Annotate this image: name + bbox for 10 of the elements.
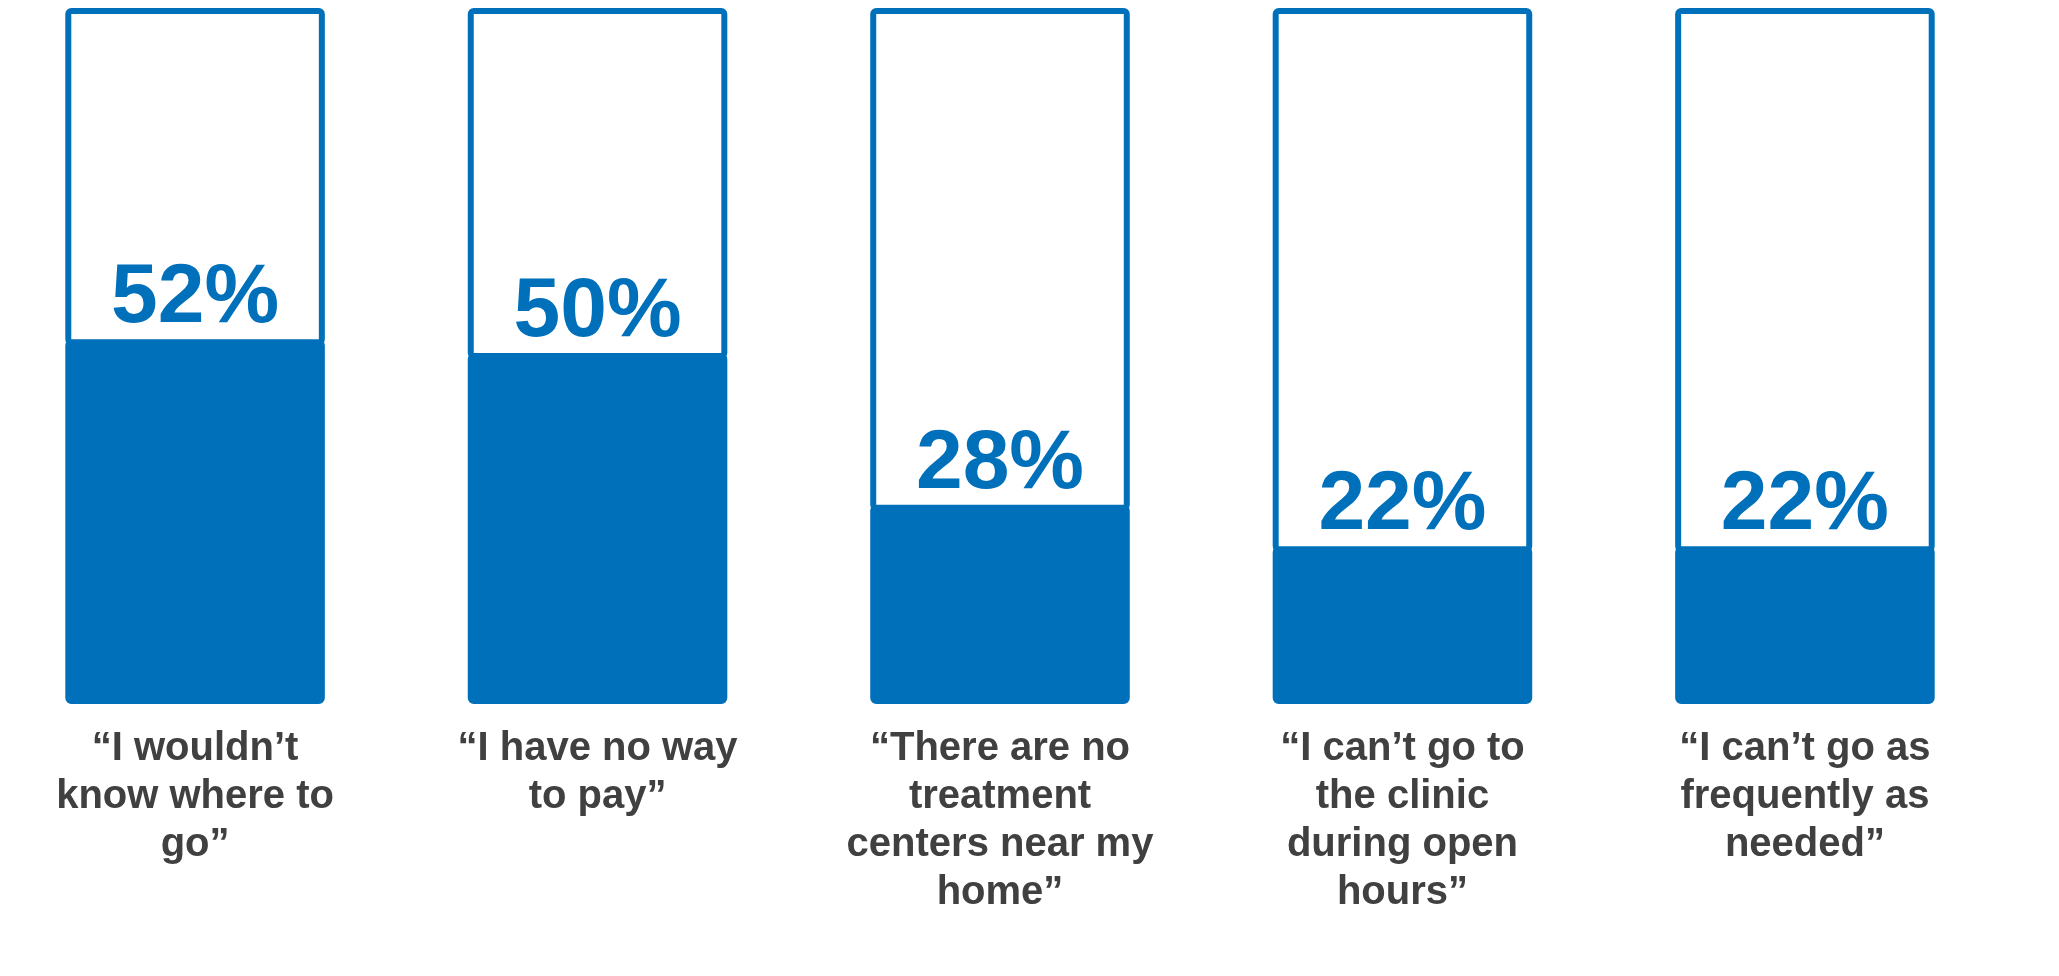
data-label: 28%: [915, 411, 1085, 506]
x-tick-label: “There are no treatment centers near my home”: [846, 723, 1155, 912]
x-tick-label: “I can’t go as frequently as needed”: [1679, 723, 1931, 864]
x-tick-label: “I wouldn’t know where to go”: [56, 723, 334, 864]
data-label: 52%: [111, 246, 280, 341]
x-tick-label: “I have no way to pay”: [457, 723, 739, 816]
data-label: 22%: [1720, 453, 1889, 548]
x-tick-label: “I can’t go to the clinic during open hours”: [1280, 723, 1525, 912]
data-label: 22%: [1318, 453, 1487, 548]
data-label: 50%: [513, 260, 682, 354]
